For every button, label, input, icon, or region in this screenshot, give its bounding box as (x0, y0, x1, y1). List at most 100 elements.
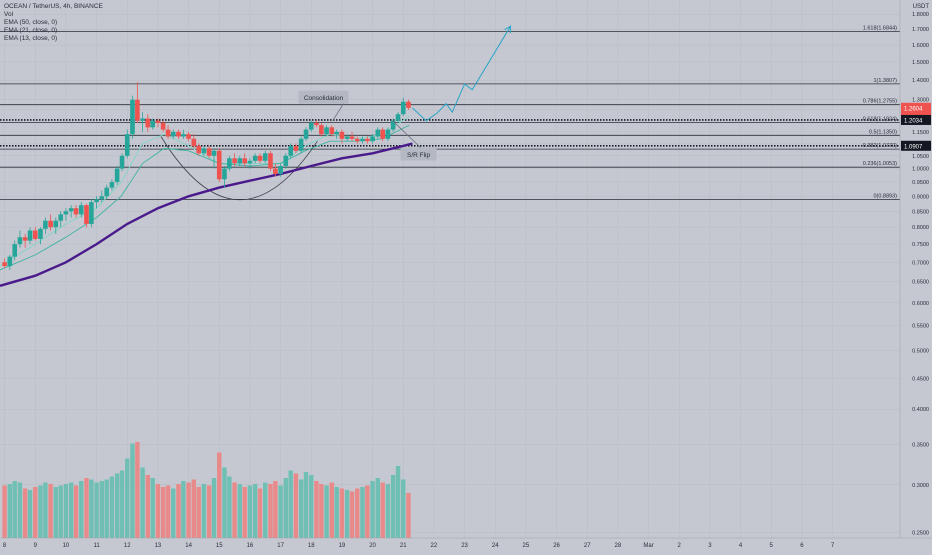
time-tick-label: 4 (739, 543, 743, 549)
candle-body (176, 131, 181, 137)
volume-bar (165, 485, 171, 538)
volume-bar (145, 475, 151, 538)
time-tick-label: 7 (831, 543, 835, 549)
candle-body (43, 220, 48, 229)
time-tick-label: 22 (431, 543, 438, 549)
volume-bar (125, 458, 130, 538)
volume-bar (375, 478, 380, 538)
volume-bar (401, 479, 406, 538)
candle-body (298, 138, 304, 151)
volume-bar (12, 481, 17, 538)
candle-body (247, 160, 253, 164)
symbol-line: OCEAN / TetherUS, 4h, BINANCE (4, 3, 103, 10)
volume-bar (140, 467, 145, 538)
volume-bar (63, 484, 69, 538)
candle-body (89, 202, 94, 224)
candle-body (165, 129, 171, 137)
volume-bar (263, 482, 268, 538)
volume-bar (319, 484, 324, 538)
volume-bar (48, 484, 53, 538)
ema-lines (0, 116, 413, 287)
volume-bar (155, 484, 161, 538)
volume-bar (360, 487, 365, 538)
time-axis: 8 9 10 11 12 13 14 15 16 17 18 19 20 21 22 23 24 25 26 27 28… (0, 537, 932, 550)
volume-bar (99, 481, 105, 538)
candle-body (140, 118, 145, 121)
candle-body (114, 168, 120, 183)
candle-body (78, 205, 84, 215)
price-tick-label: 0.3000 (912, 483, 929, 489)
price-tick-label: 0.3500 (912, 442, 929, 448)
projection (412, 25, 512, 122)
indicator-vol[interactable]: Vol (4, 11, 14, 18)
volume-bar (181, 481, 186, 538)
price-tick-label: 0.8000 (912, 225, 929, 231)
fib-label: 0.5(1.1350) (869, 129, 897, 135)
volume-bar (390, 475, 396, 538)
price-tick-label: 1.6000 (912, 43, 929, 49)
candle-body (308, 122, 314, 130)
candle-body (406, 101, 411, 108)
candle-body (63, 211, 69, 215)
volume-bar (298, 479, 304, 538)
candle-body (370, 136, 375, 142)
candle-body (7, 256, 13, 267)
consolidation-label: Consolidation (304, 95, 344, 102)
candle-body (242, 158, 248, 164)
projection-path (412, 25, 512, 122)
volume-bar (283, 478, 288, 538)
candle-body (344, 136, 350, 139)
price-tick-label: 0.2500 (912, 531, 929, 537)
candle-body (99, 196, 105, 200)
candle-body (22, 237, 28, 241)
volume-bar (278, 485, 283, 538)
time-tick-label: 26 (553, 543, 560, 549)
fib-label: 1.618(1.6844) (863, 26, 897, 32)
volume-bar (370, 481, 375, 538)
price-tick-label: 0.6500 (912, 280, 929, 286)
volume-bar (33, 487, 38, 538)
indicator-ema-21[interactable]: EMA (21, close, 0) (4, 27, 58, 34)
candle-body (155, 120, 161, 123)
candle-body (201, 148, 207, 154)
level-price-label: 1.0907 (904, 144, 923, 150)
time-tick-label: 27 (584, 543, 591, 549)
time-tick-label: 2 (678, 543, 682, 549)
candle-body (84, 205, 89, 224)
candles (2, 82, 411, 270)
candle-body (354, 138, 360, 142)
time-tick-label: 20 (369, 543, 376, 549)
time-tick-label: 14 (185, 543, 192, 549)
candle-body (206, 148, 212, 156)
volume-bar (94, 482, 99, 538)
time-tick-label: 16 (247, 543, 254, 549)
candle-body (349, 136, 355, 139)
volume-bar (232, 482, 237, 538)
volume-bar (206, 485, 212, 538)
volume-bar (309, 475, 314, 538)
candle-body (27, 230, 33, 241)
candle-body (360, 138, 365, 142)
indicator-ema-13[interactable]: EMA (13, close, 0) (4, 35, 58, 42)
volume-bar (257, 488, 263, 538)
price-tick-label: 0.9000 (912, 194, 929, 200)
fib-levels: 1.618(1.6844)1(1.3807)0.786(1.2755)0.618… (0, 26, 931, 200)
price-tick-label: 0.4500 (912, 376, 929, 382)
candle-body (135, 99, 140, 121)
sr-flip-pointer (392, 120, 421, 148)
volume-bar (211, 478, 217, 538)
price-tick-label: 1.8000 (912, 12, 929, 18)
volume-bar (150, 478, 155, 538)
indicator-ema-50[interactable]: EMA (50, close, 0) (4, 19, 58, 26)
candle-body (324, 127, 329, 135)
price-tick-label: 1.4000 (912, 78, 929, 84)
price-tick-label: 1.7000 (912, 27, 929, 33)
volume-bar (324, 485, 329, 538)
candle-body (109, 182, 115, 188)
candle-body (273, 168, 278, 174)
volume-bar (58, 485, 63, 538)
candle-body (375, 129, 381, 137)
price-tick-label: 0.5000 (912, 349, 929, 355)
